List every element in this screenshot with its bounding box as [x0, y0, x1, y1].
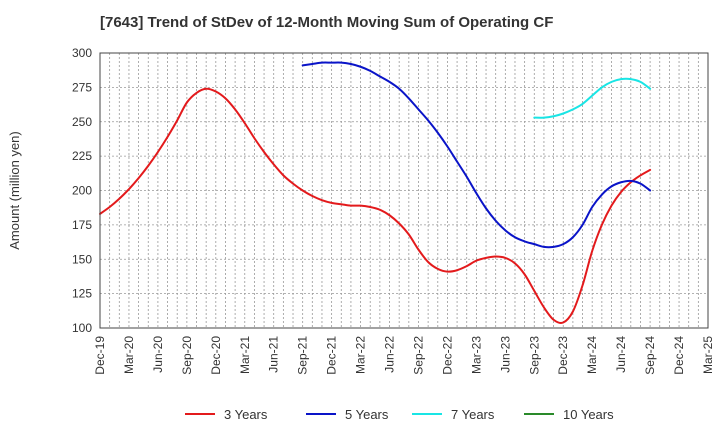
x-tick-label: Sep-21 [296, 336, 310, 375]
y-tick-label: 100 [72, 321, 92, 335]
y-tick-label: 125 [72, 287, 92, 301]
x-tick-label: Dec-23 [556, 336, 570, 375]
x-tick-labels: Dec-19 Mar-20 Jun-20 Sep-20 Dec-20 Mar-21 Jun-… [93, 336, 715, 375]
x-tick-label: Mar-25 [701, 336, 715, 374]
plot-frame [99, 52, 709, 329]
y-tick-labels: 100 125 150 175 200 225 250 275 300 [72, 46, 92, 335]
x-tick-label: Mar-22 [354, 336, 368, 374]
x-tick-label: Mar-24 [585, 336, 599, 374]
x-tick-label: Jun-22 [383, 336, 397, 373]
x-tick-label: Dec-21 [325, 336, 339, 375]
x-tick-label: Mar-23 [469, 336, 483, 374]
legend-label-5-years: 5 Years [345, 407, 389, 422]
x-tick-label: Dec-24 [672, 336, 686, 375]
y-tick-label: 250 [72, 115, 92, 129]
x-tick-label: Dec-22 [440, 336, 454, 375]
x-tick-label: Jun-20 [151, 336, 165, 373]
series-lines [99, 61, 652, 325]
x-tick-label: Mar-21 [238, 336, 252, 374]
x-tick-label: Sep-20 [180, 336, 194, 375]
y-tick-label: 275 [72, 80, 92, 94]
y-tick-label: 200 [72, 184, 92, 198]
y-tick-label: 175 [72, 218, 92, 232]
x-tick-label: Jun-24 [614, 336, 628, 373]
chart-title: [7643] Trend of StDev of 12-Month Moving… [100, 14, 553, 31]
y-tick-label: 225 [72, 149, 92, 163]
x-tick-label: Sep-24 [643, 336, 657, 375]
series-line-3-years [99, 87, 652, 325]
grid [100, 53, 708, 328]
legend-label-10-years: 10 Years [563, 407, 614, 422]
x-tick-label: Sep-22 [411, 336, 425, 375]
legend-label-7-years: 7 Years [451, 407, 495, 422]
x-tick-label: Jun-23 [498, 336, 512, 373]
series-line-5-years [301, 61, 652, 249]
legend-label-3-years: 3 Years [224, 407, 268, 422]
legend: 3 Years 5 Years 7 Years 10 Years [185, 407, 614, 422]
x-tick-label: Dec-20 [209, 336, 223, 375]
y-tick-label: 300 [72, 46, 92, 60]
x-tick-label: Mar-20 [122, 336, 136, 374]
y-tick-label: 150 [72, 252, 92, 266]
y-axis-label: Amount (million yen) [7, 131, 22, 250]
series-line-7-years [533, 77, 652, 119]
x-tick-label: Dec-19 [93, 336, 107, 375]
x-tick-label: Sep-23 [527, 336, 541, 375]
x-tick-label: Jun-21 [267, 336, 281, 373]
